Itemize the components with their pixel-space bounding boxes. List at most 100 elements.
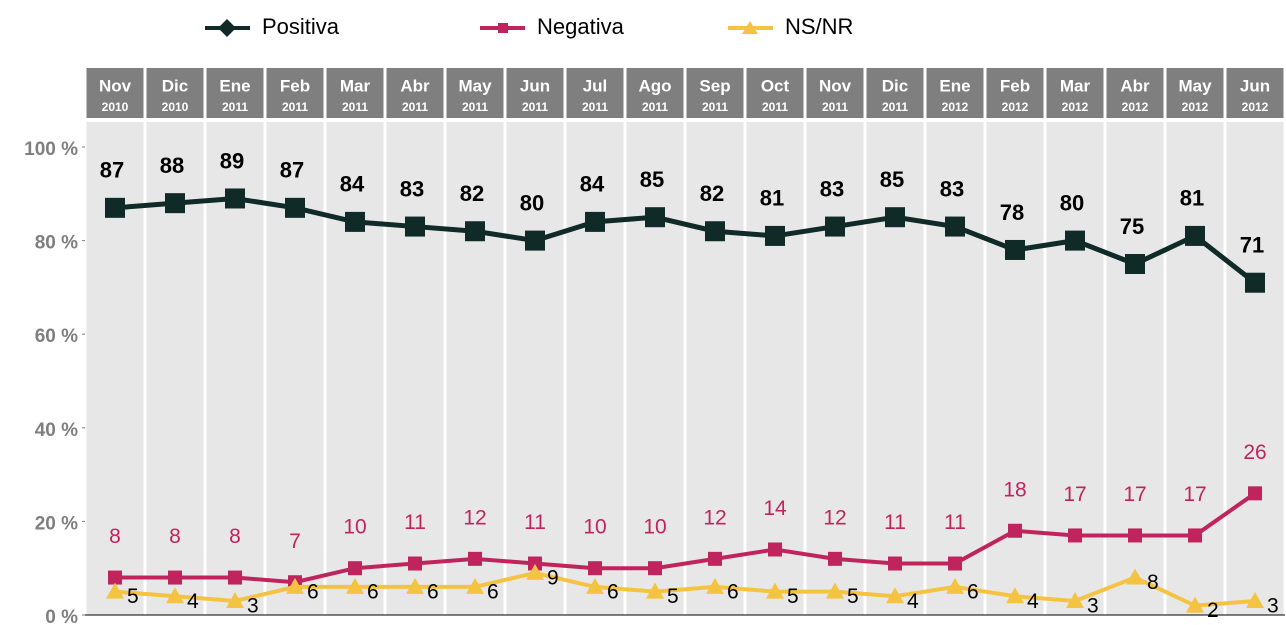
data-label: 10 (343, 516, 366, 539)
data-label: 4 (1027, 590, 1039, 613)
header-box (566, 68, 624, 118)
data-label: 5 (127, 585, 139, 608)
data-label: 12 (823, 506, 846, 529)
point-marker (105, 197, 125, 218)
header-box (926, 68, 984, 118)
data-label: 6 (607, 580, 619, 603)
legend-label: Negativa (537, 14, 625, 39)
data-label: 11 (944, 511, 966, 534)
header-year: 2011 (702, 100, 728, 114)
data-label: 83 (400, 176, 424, 201)
point-marker (945, 216, 965, 237)
data-label: 3 (1267, 595, 1279, 618)
header-year: 2011 (342, 100, 368, 114)
point-marker (285, 197, 305, 218)
data-label: 12 (703, 506, 726, 529)
header-year: 2011 (402, 100, 428, 114)
point-marker (1066, 591, 1084, 608)
header-box (1226, 68, 1284, 118)
point-marker (1128, 528, 1142, 543)
data-label: 6 (427, 580, 439, 603)
header-month: Jun (520, 76, 550, 95)
column-band (926, 122, 984, 615)
header-box (266, 68, 324, 118)
header-month: Nov (99, 76, 132, 95)
header-year: 2011 (882, 100, 908, 114)
data-label: 8 (1147, 571, 1159, 594)
y-tick-label: 40 % (35, 420, 78, 441)
point-marker (1188, 528, 1202, 543)
header-box (86, 68, 144, 118)
data-label: 87 (280, 158, 304, 183)
header-year: 2010 (162, 100, 189, 114)
header-year: 2012 (1062, 100, 1089, 114)
header-month: May (458, 76, 492, 95)
point-marker (1246, 591, 1264, 608)
data-label: 9 (547, 566, 559, 589)
point-marker (1185, 225, 1205, 246)
point-marker (1248, 486, 1262, 501)
data-label: 14 (763, 497, 787, 520)
y-tick-label: 0 % (45, 607, 78, 625)
point-marker (465, 221, 485, 242)
header-month: Ene (219, 76, 250, 95)
point-marker (1125, 254, 1145, 274)
header-year: 2012 (1182, 100, 1209, 114)
point-marker (646, 582, 664, 599)
data-label: 5 (667, 585, 679, 608)
header-year: 2012 (1242, 100, 1269, 114)
header-year: 2011 (282, 100, 308, 114)
point-marker (108, 570, 122, 585)
header-month: Feb (280, 76, 310, 95)
point-marker (648, 561, 662, 576)
header-year: 2011 (762, 100, 788, 114)
data-label: 89 (220, 148, 244, 173)
point-marker (286, 577, 304, 594)
header-month: May (1178, 76, 1212, 95)
point-marker (226, 591, 244, 608)
point-marker (106, 582, 124, 599)
point-marker (1006, 587, 1024, 604)
header-year: 2012 (1002, 100, 1029, 114)
y-tick-label: 60 % (35, 326, 78, 347)
point-marker (708, 551, 722, 566)
point-marker (586, 577, 604, 594)
series-line (114, 570, 1256, 608)
legend-label: Positiva (262, 14, 340, 39)
point-marker (1186, 596, 1204, 613)
point-marker (705, 221, 725, 242)
point-marker (1126, 568, 1144, 585)
header-month: Mar (340, 76, 371, 95)
header-box (1046, 68, 1104, 118)
header-year: 2012 (1122, 100, 1149, 114)
data-label: 88 (160, 153, 184, 178)
data-label: 5 (787, 585, 799, 608)
data-label: 80 (520, 190, 544, 215)
header-box (326, 68, 384, 118)
data-label: 84 (340, 172, 365, 197)
header-year: 2010 (102, 100, 129, 114)
point-marker (525, 230, 545, 251)
data-label: 4 (907, 590, 919, 613)
data-label: 6 (307, 580, 319, 603)
point-marker (588, 561, 602, 576)
header-box (806, 68, 864, 118)
column-band (1226, 122, 1284, 615)
header-box (686, 68, 744, 118)
header-box (986, 68, 1044, 118)
column-band (446, 122, 504, 615)
legend-marker (498, 23, 508, 33)
header-box (446, 68, 504, 118)
header-box (146, 68, 204, 118)
header-month: Abr (400, 76, 430, 95)
point-marker (766, 582, 784, 599)
point-marker (765, 225, 785, 246)
data-label: 85 (880, 167, 904, 192)
point-marker (168, 570, 182, 585)
data-label: 17 (1063, 483, 1086, 506)
header-box (866, 68, 924, 118)
data-label: 83 (820, 176, 844, 201)
data-label: 6 (487, 580, 499, 603)
point-marker (1068, 528, 1082, 543)
point-marker (645, 207, 665, 228)
